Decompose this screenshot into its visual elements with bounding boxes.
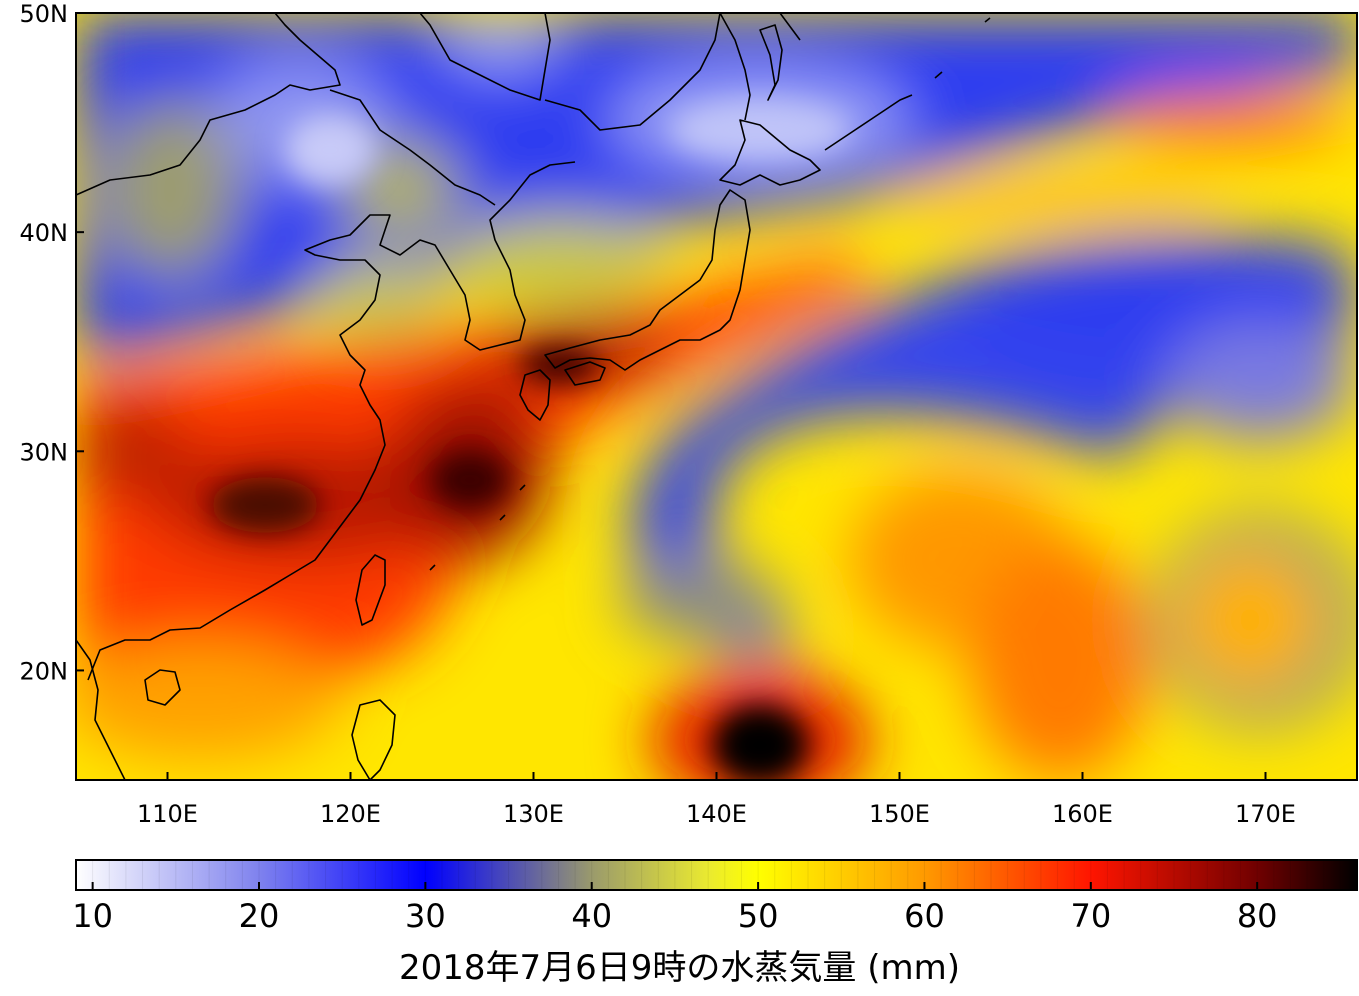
lat-label-30n: 30N (20, 438, 69, 466)
colorbar-label-30: 30 (405, 897, 446, 935)
colorbar-caption: 2018年7月6日9時の水蒸気量 (mm) (399, 948, 960, 988)
lat-label-50n: 50N (20, 0, 69, 28)
colorbar-label-80: 80 (1237, 897, 1278, 935)
lat-label-20n: 20N (20, 657, 69, 685)
coastlines (76, 13, 991, 780)
colorbar-dividers (92, 860, 1341, 890)
colorbar-label-10: 10 (72, 897, 113, 935)
colorbar-frame (75, 859, 1358, 891)
moisture-field (76, 13, 1357, 780)
lon-label-110e: 110E (137, 800, 198, 828)
lon-label-120e: 120E (320, 800, 381, 828)
colorbar: 10 20 30 40 50 60 70 80 (72, 859, 1358, 935)
lon-label-170e: 170E (1235, 800, 1296, 828)
lat-label-40n: 40N (20, 219, 69, 247)
colorbar-label-50: 50 (738, 897, 779, 935)
lon-label-150e: 150E (869, 800, 930, 828)
colorbar-label-70: 70 (1070, 897, 1111, 935)
lon-label-130e: 130E (503, 800, 564, 828)
lon-label-140e: 140E (686, 800, 747, 828)
colorbar-gradient (76, 860, 1357, 890)
longitude-axis: 110E 120E 130E 140E 150E 160E 170E (137, 772, 1296, 828)
colorbar-ticks: 10 20 30 40 50 60 70 80 (72, 882, 1278, 935)
colorbar-label-20: 20 (239, 897, 280, 935)
colorbar-label-40: 40 (571, 897, 612, 935)
colorbar-label-60: 60 (904, 897, 945, 935)
lon-label-160e: 160E (1052, 800, 1113, 828)
latitude-axis: 50N 40N 30N 20N (20, 0, 84, 685)
